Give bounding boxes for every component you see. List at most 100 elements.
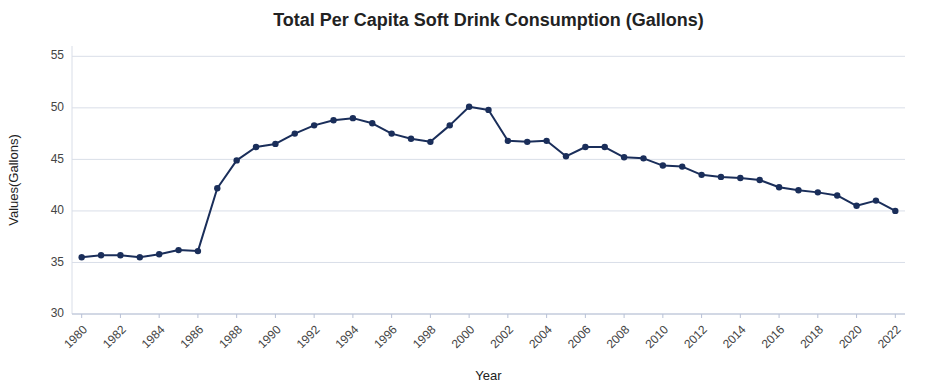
y-grid-line: [72, 314, 905, 315]
x-tick-mark: [585, 314, 586, 318]
data-point: [543, 138, 549, 144]
data-point: [853, 203, 859, 209]
data-point: [892, 208, 898, 214]
data-point: [233, 157, 239, 163]
x-tick-label: 2000: [449, 322, 478, 351]
data-point: [311, 122, 317, 128]
y-tick-label: 50: [51, 100, 65, 114]
x-tick-mark: [895, 314, 896, 318]
data-line: [82, 107, 896, 257]
data-point: [660, 162, 666, 168]
y-axis: 303540455055: [51, 46, 905, 320]
x-tick-mark: [740, 314, 741, 318]
data-point: [369, 120, 375, 126]
x-tick-label: 2014: [720, 322, 749, 351]
data-point: [602, 144, 608, 150]
data-point: [408, 136, 414, 142]
x-tick-mark: [120, 314, 121, 318]
data-point: [795, 187, 801, 193]
chart-svg: 3035404550551980198219841986198819901992…: [0, 0, 925, 388]
data-point: [195, 248, 201, 254]
plot-data: [78, 104, 898, 261]
data-point: [563, 153, 569, 159]
x-tick-label: 1984: [139, 322, 168, 351]
x-axis-line: [72, 314, 905, 315]
x-axis-label: Year: [475, 368, 502, 383]
data-point: [776, 184, 782, 190]
x-tick-label: 2002: [487, 322, 516, 351]
data-point: [272, 141, 278, 147]
data-point: [98, 252, 104, 258]
x-tick-label: 2018: [797, 322, 826, 351]
x-tick-mark: [662, 314, 663, 318]
x-tick-label: 2020: [836, 322, 865, 351]
chart-title: Total Per Capita Soft Drink Consumption …: [273, 10, 704, 30]
data-point: [388, 130, 394, 136]
x-tick-mark: [817, 314, 818, 318]
x-tick-mark: [701, 314, 702, 318]
chart-container: 3035404550551980198219841986198819901992…: [0, 0, 925, 388]
data-point: [330, 117, 336, 123]
x-tick-label: 2008: [604, 322, 633, 351]
y-grid-line: [72, 56, 905, 57]
y-axis-line: [72, 46, 73, 314]
data-point: [214, 185, 220, 191]
x-tick-mark: [469, 314, 470, 318]
x-tick-label: 1982: [100, 322, 129, 351]
data-point: [737, 175, 743, 181]
y-grid-line: [72, 210, 905, 211]
data-point: [350, 115, 356, 121]
x-tick-label: 2004: [526, 322, 555, 351]
x-tick-mark: [197, 314, 198, 318]
data-point: [640, 155, 646, 161]
x-tick-label: 2006: [565, 322, 594, 351]
x-tick-label: 1986: [177, 322, 206, 351]
data-point: [834, 192, 840, 198]
data-point: [505, 138, 511, 144]
x-tick-mark: [236, 314, 237, 318]
data-point: [582, 144, 588, 150]
data-point: [78, 254, 84, 260]
x-tick-label: 1996: [371, 322, 400, 351]
x-tick-label: 1992: [294, 322, 323, 351]
y-axis-label: Values(Gallons): [6, 134, 21, 226]
x-tick-mark: [352, 314, 353, 318]
x-tick-mark: [81, 314, 82, 318]
data-point: [698, 172, 704, 178]
x-tick-label: 1990: [255, 322, 284, 351]
x-tick-label: 2016: [759, 322, 788, 351]
data-point: [253, 144, 259, 150]
x-tick-mark: [159, 314, 160, 318]
data-point: [292, 130, 298, 136]
x-tick-mark: [624, 314, 625, 318]
data-point: [175, 247, 181, 253]
data-point: [117, 252, 123, 258]
y-grid-line: [72, 262, 905, 263]
y-tick-label: 35: [51, 255, 65, 269]
x-tick-mark: [275, 314, 276, 318]
x-tick-label: 1998: [410, 322, 439, 351]
y-grid-line: [72, 159, 905, 160]
data-point: [718, 174, 724, 180]
x-tick-mark: [546, 314, 547, 318]
x-tick-label: 2010: [642, 322, 671, 351]
x-tick-mark: [779, 314, 780, 318]
y-tick-label: 40: [51, 203, 65, 217]
data-point: [485, 107, 491, 113]
data-point: [873, 197, 879, 203]
x-tick-mark: [430, 314, 431, 318]
x-tick-label: 1994: [332, 322, 361, 351]
data-point: [815, 189, 821, 195]
data-point: [757, 177, 763, 183]
x-tick-mark: [507, 314, 508, 318]
x-tick-mark: [856, 314, 857, 318]
x-tick-label: 1988: [216, 322, 245, 351]
x-tick-label: 2022: [875, 322, 904, 351]
y-tick-label: 45: [51, 152, 65, 166]
data-point: [137, 254, 143, 260]
x-axis: 1980198219841986198819901992199419961998…: [61, 314, 905, 351]
data-point: [447, 122, 453, 128]
x-tick-label: 2012: [681, 322, 710, 351]
x-tick-mark: [314, 314, 315, 318]
data-point: [621, 154, 627, 160]
